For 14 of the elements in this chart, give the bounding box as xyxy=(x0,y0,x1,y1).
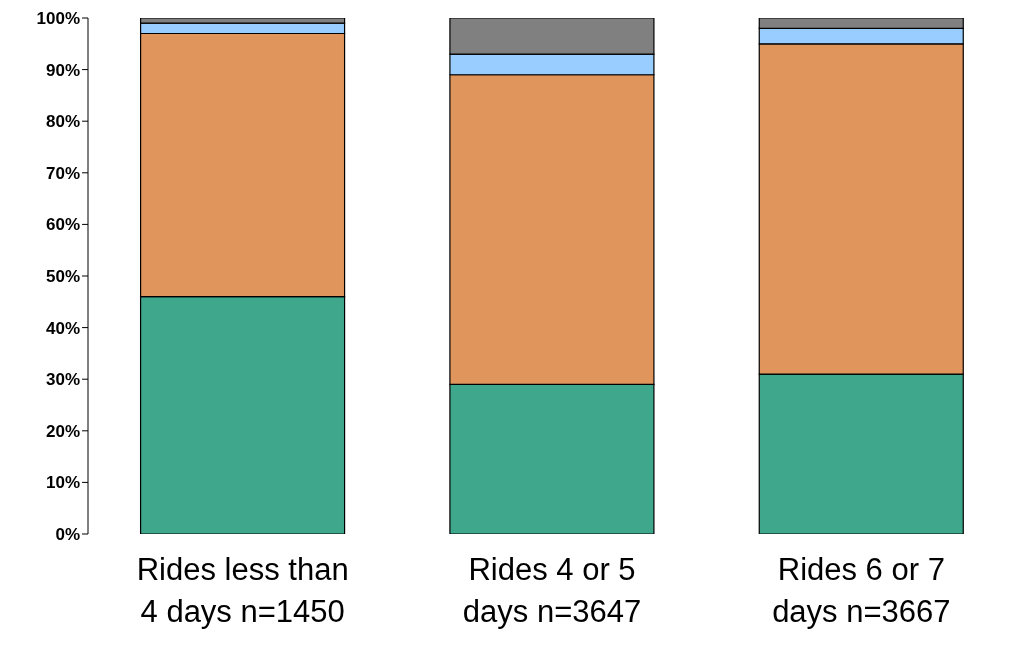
y-tick-label: 70% xyxy=(45,163,80,183)
y-tick-label: 10% xyxy=(45,473,80,493)
y-tick-label: 0% xyxy=(55,525,80,545)
x-tick-label: Rides 6 or 7 days n=3667 xyxy=(772,552,951,629)
y-tick-label: 90% xyxy=(45,60,80,80)
y-tick-label: 100% xyxy=(36,9,80,29)
y-tick-label: 30% xyxy=(45,370,80,390)
y-tick-label: 20% xyxy=(45,421,80,441)
x-tick-label: Rides less than 4 days n=1450 xyxy=(136,552,349,629)
y-tick-label: 40% xyxy=(45,318,80,338)
y-tick-label: 50% xyxy=(45,267,80,287)
y-tick-label: 80% xyxy=(45,112,80,132)
x-tick-label: Rides 4 or 5 days n=3647 xyxy=(462,552,642,629)
y-tick-label: 60% xyxy=(45,215,80,235)
